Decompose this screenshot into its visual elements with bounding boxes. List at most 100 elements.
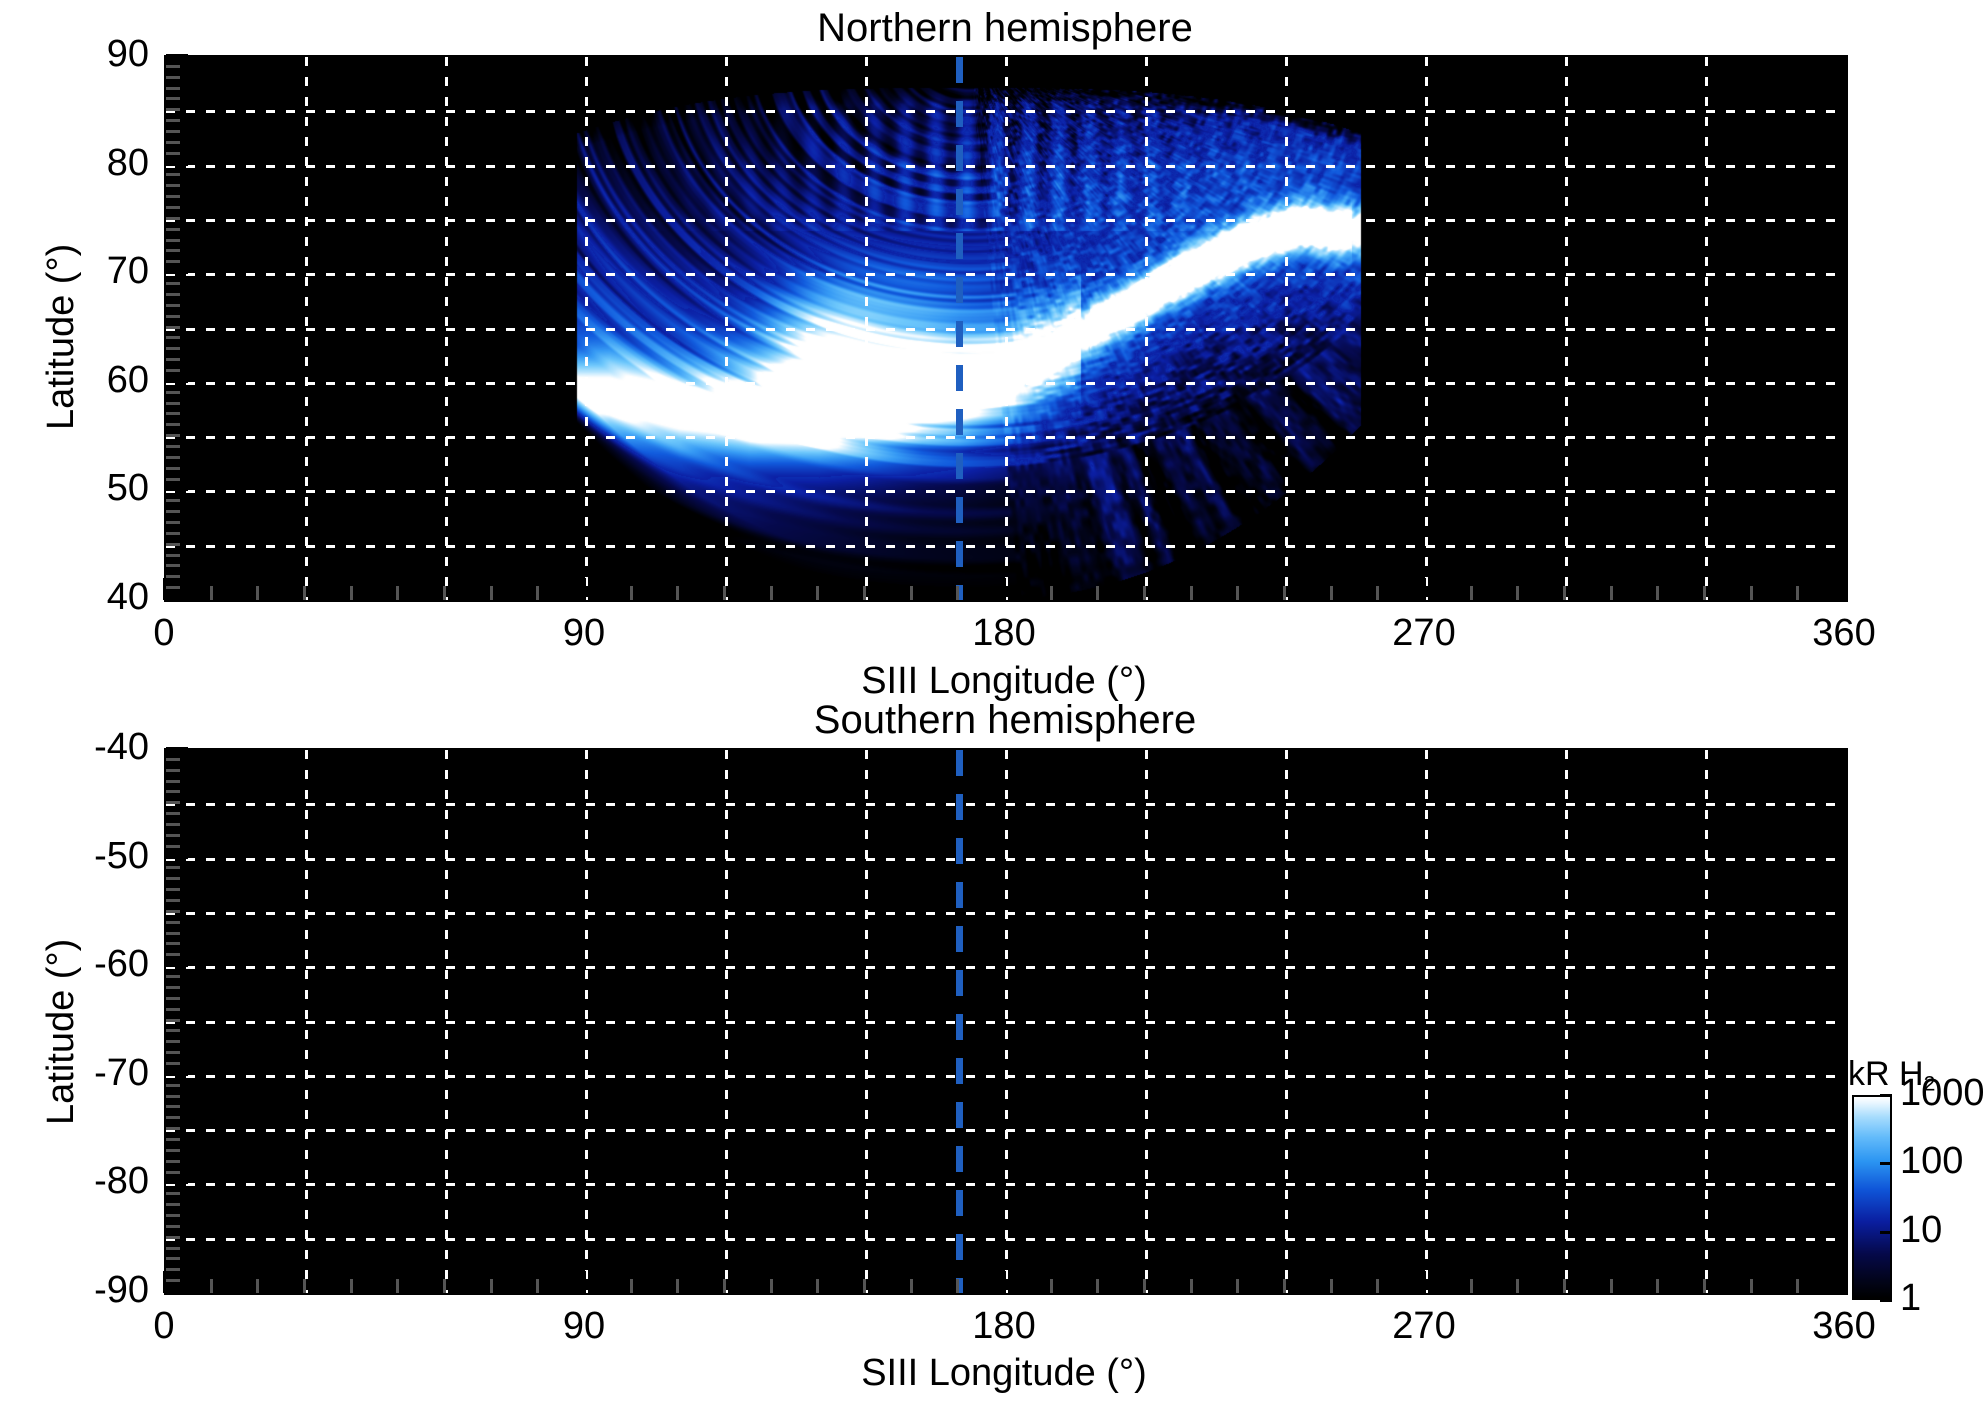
y-axis-tick-minor [166, 140, 180, 144]
x-axis-tick-major [1843, 578, 1846, 600]
x-axis-tick-minor [396, 586, 400, 600]
x-axis-tick-minor [1796, 586, 1800, 600]
y-axis-tick-minor [166, 1279, 180, 1283]
y-axis-tick-minor [166, 1051, 180, 1055]
colorbar-tick-label: 100 [1900, 1140, 1964, 1183]
y-axis-tick-minor [166, 434, 180, 438]
x-axis-tick-minor [956, 586, 960, 600]
y-axis-tick-minor [166, 1127, 180, 1131]
x-axis-tick-minor [909, 1279, 913, 1293]
y-axis-tick-minor [166, 1170, 180, 1174]
y-axis-tick-minor [166, 75, 180, 79]
y-axis-tick-minor [166, 1040, 180, 1044]
x-axis-tick-label: 0 [153, 1305, 175, 1347]
y-axis-tick-label: -40 [94, 726, 149, 768]
x-axis-tick-minor [723, 586, 726, 600]
x-axis-tick-minor [1516, 1279, 1520, 1293]
y-axis-tick-major [166, 488, 188, 492]
colorbar-title-main: kR H [1848, 1055, 1924, 1093]
panel-northern-ylabel: Latitude (°) [40, 243, 82, 430]
y-axis-tick-minor [166, 553, 180, 557]
x-axis-tick-minor [349, 586, 353, 600]
y-axis-tick-minor [166, 477, 180, 481]
reference-longitude-line-southern [956, 750, 963, 1293]
x-axis-tick-minor [723, 1279, 726, 1293]
gridline-horizontal [166, 966, 1846, 970]
y-axis-tick-minor [166, 909, 180, 913]
x-axis-tick-minor [1096, 586, 1100, 600]
y-axis-tick-minor [166, 260, 180, 264]
y-axis-tick-minor [166, 510, 180, 514]
panel-northern-title: Northern hemisphere [817, 6, 1193, 50]
y-axis-tick-minor [166, 314, 180, 318]
plot-area-southern[interactable] [164, 748, 1848, 1295]
gridline-horizontal [166, 218, 1846, 222]
y-axis-tick-minor [166, 1137, 180, 1141]
x-axis-tick-minor [1329, 586, 1333, 600]
gridline-horizontal [166, 1074, 1846, 1078]
gridline-horizontal [166, 1020, 1846, 1024]
gridline-horizontal [166, 1237, 1846, 1241]
y-axis-tick-minor [166, 444, 180, 448]
x-axis-tick-minor [256, 586, 260, 600]
x-axis-tick-major [1003, 1271, 1006, 1293]
gridline-horizontal [166, 164, 1846, 168]
y-axis-tick-label: 40 [106, 576, 149, 618]
gridline-horizontal [166, 544, 1846, 548]
y-axis-tick-label: 80 [106, 141, 149, 184]
y-axis-tick-major [166, 1072, 188, 1076]
y-axis-tick-minor [166, 823, 180, 827]
y-axis-tick-minor [166, 184, 180, 188]
y-axis-tick-minor [166, 1159, 180, 1163]
colorbar-gradient [1852, 1095, 1892, 1300]
panel-southern-ylabel: Latitude (°) [40, 938, 82, 1125]
x-axis-tick-minor [1049, 1279, 1053, 1293]
gridline-horizontal [166, 110, 1846, 114]
colorbar-tick-label: 10 [1900, 1208, 1943, 1251]
x-axis-tick-minor [1469, 586, 1473, 600]
y-axis-tick-minor [166, 195, 180, 199]
y-axis-tick-minor [166, 1094, 180, 1098]
plot-area-northern[interactable] [164, 55, 1848, 602]
y-axis-tick-minor [166, 757, 180, 761]
x-axis-tick-minor [1143, 1279, 1146, 1293]
y-axis-tick-minor [166, 1148, 180, 1152]
x-axis-tick-major [1003, 578, 1006, 600]
colorbar-tick [1880, 1094, 1892, 1097]
y-axis-tick-minor [166, 206, 180, 210]
x-axis-tick-minor [1143, 586, 1146, 600]
y-axis-tick-minor [166, 899, 180, 903]
x-axis-tick-label: 270 [1392, 612, 1456, 654]
y-axis-tick-minor [166, 586, 180, 590]
y-axis-tick-major [166, 271, 188, 275]
y-axis-tick-minor [166, 358, 180, 362]
y-axis-tick-minor [166, 347, 180, 351]
x-axis-tick-minor [1563, 1279, 1566, 1293]
y-axis-tick-minor [166, 1105, 180, 1109]
y-axis-tick-major [166, 1181, 188, 1185]
gridline-horizontal [166, 803, 1846, 807]
x-axis-tick-minor [863, 1279, 866, 1293]
colorbar-tick-label: 1 [1900, 1277, 1922, 1319]
y-axis-tick-minor [166, 833, 180, 837]
gridline-horizontal [166, 381, 1846, 385]
y-axis-tick-label: -60 [94, 943, 149, 986]
x-axis-tick-major [163, 1271, 166, 1293]
y-axis-tick-minor [166, 812, 180, 816]
panel-southern-title: Southern hemisphere [813, 698, 1197, 742]
y-axis-tick-minor [166, 1018, 180, 1022]
x-axis-tick-minor [816, 1279, 820, 1293]
y-axis-tick-minor [166, 119, 180, 123]
x-axis-tick-label: 90 [562, 1305, 606, 1347]
x-axis-tick-label: 360 [1812, 1305, 1876, 1347]
y-axis-tick-minor [166, 768, 180, 772]
y-axis-tick-minor [166, 1203, 180, 1207]
y-axis-tick-minor [166, 975, 180, 979]
x-axis-tick-minor [1329, 1279, 1333, 1293]
y-axis-tick-minor [166, 173, 180, 177]
y-axis-tick-major [166, 747, 188, 750]
x-axis-tick-minor [1516, 586, 1520, 600]
x-axis-tick-minor [1656, 1279, 1660, 1293]
x-axis-tick-minor [536, 586, 540, 600]
y-axis-tick-minor [166, 1061, 180, 1065]
